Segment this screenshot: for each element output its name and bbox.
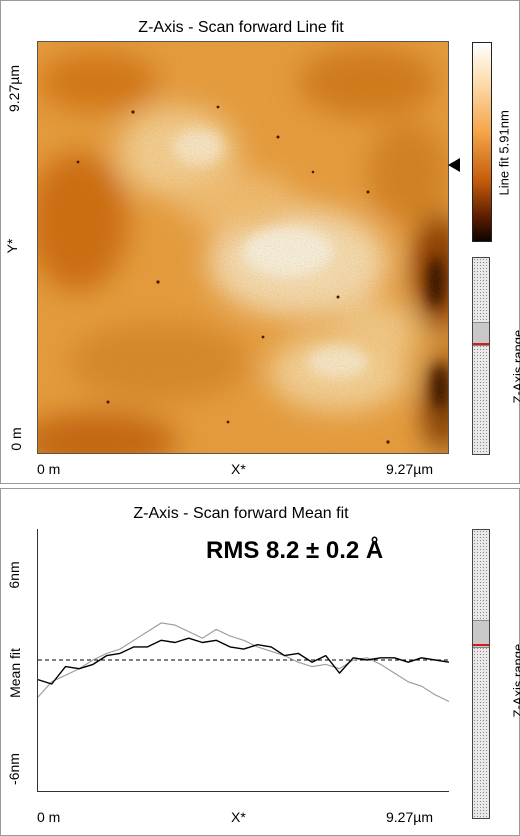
x-left-tick: 0 m (37, 809, 61, 825)
y-bottom-tick: -6nm (6, 753, 22, 785)
profile-panel: Z-Axis - Scan forward Mean fit 6nm Mean … (0, 488, 520, 836)
height-colorbar (472, 42, 492, 242)
y-bottom-tick: 0 m (8, 427, 24, 451)
y-axis-label: Y* (4, 238, 20, 254)
x-axis-label: X* (231, 461, 246, 477)
profile-title: Z-Axis - Scan forward Mean fit (133, 505, 349, 522)
x-axis-label: X* (231, 809, 246, 825)
forward-profile-line (37, 637, 450, 685)
colorbar-label: Line fit 5.91nm (496, 110, 512, 196)
z-range-slider[interactable] (472, 257, 490, 455)
y-top-tick: 9.27µm (6, 65, 22, 112)
afm-image-panel: Z-Axis - Scan forward Line fit 9.27µm Y*… (0, 0, 520, 484)
x-right-tick: 9.27µm (386, 809, 433, 825)
x-right-tick: 9.27µm (386, 461, 433, 477)
z-range-slider[interactable] (472, 529, 490, 819)
z-range-label: Z-Axis range (510, 329, 520, 404)
z-range-thumb[interactable] (473, 322, 489, 346)
x-left-tick: 0 m (37, 461, 61, 477)
z-range-indicator (473, 644, 489, 646)
backward-profile-line (37, 622, 450, 702)
y-axis-label: Mean fit (7, 648, 23, 698)
z-range-label: Z-Axis range (510, 643, 520, 718)
afm-height-image[interactable] (37, 41, 449, 454)
z-range-thumb[interactable] (473, 620, 489, 648)
z-range-indicator (473, 343, 489, 345)
colorbar-marker-icon[interactable] (448, 158, 460, 172)
image-title: Z-Axis - Scan forward Line fit (138, 19, 344, 36)
rms-value: RMS 8.2 ± 0.2 Å (206, 537, 384, 564)
line-profile-plot[interactable] (37, 529, 450, 792)
y-top-tick: 6nm (6, 561, 22, 589)
